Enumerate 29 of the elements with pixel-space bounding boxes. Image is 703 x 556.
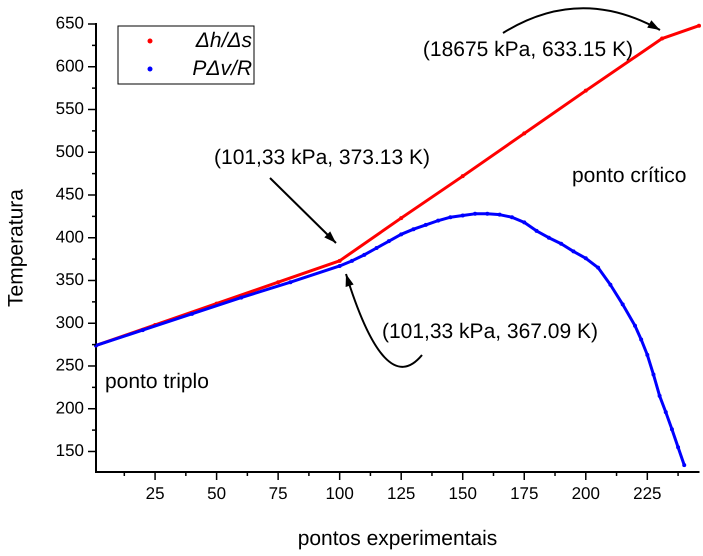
- annotation: (101,33 kPa, 367.09 K): [382, 320, 598, 343]
- legend-label: Δh/Δs: [194, 28, 252, 52]
- x-tick-label: 200: [572, 484, 600, 503]
- annotation: ponto triplo: [105, 370, 209, 393]
- legend-label: PΔv/R: [192, 56, 252, 80]
- x-tick-label: 75: [268, 484, 288, 503]
- x-tick-label: 50: [207, 484, 226, 503]
- x-tick-label: 175: [510, 484, 538, 503]
- y-tick-label: 150: [56, 441, 84, 460]
- y-tick-label: 500: [56, 142, 84, 161]
- x-tick-label: 125: [387, 484, 416, 503]
- y-tick-label: 400: [56, 227, 84, 246]
- annotation: (101,33 kPa, 373.13 K): [214, 146, 430, 169]
- y-tick-label: 250: [56, 356, 84, 375]
- y-tick-label: 300: [56, 312, 84, 332]
- x-tick-label: 25: [146, 484, 165, 503]
- y-tick-label: 550: [56, 99, 84, 118]
- x-axis-title: pontos experimentais: [298, 527, 498, 550]
- y-tick-label: 450: [56, 184, 84, 204]
- y-tick-label: 600: [56, 56, 84, 76]
- x-tick-label: 225: [633, 484, 662, 503]
- x-tick-label: 100: [325, 484, 354, 503]
- y-tick-label: 200: [56, 398, 84, 418]
- x-tick-label: 150: [448, 484, 477, 503]
- annotation: (18675 kPa, 633.15 K): [422, 38, 634, 61]
- y-axis-title: Temperatura: [4, 188, 28, 307]
- y-tick-label: 350: [56, 270, 84, 290]
- annotation: ponto crítico: [572, 164, 686, 187]
- y-tick-label: 650: [56, 14, 84, 33]
